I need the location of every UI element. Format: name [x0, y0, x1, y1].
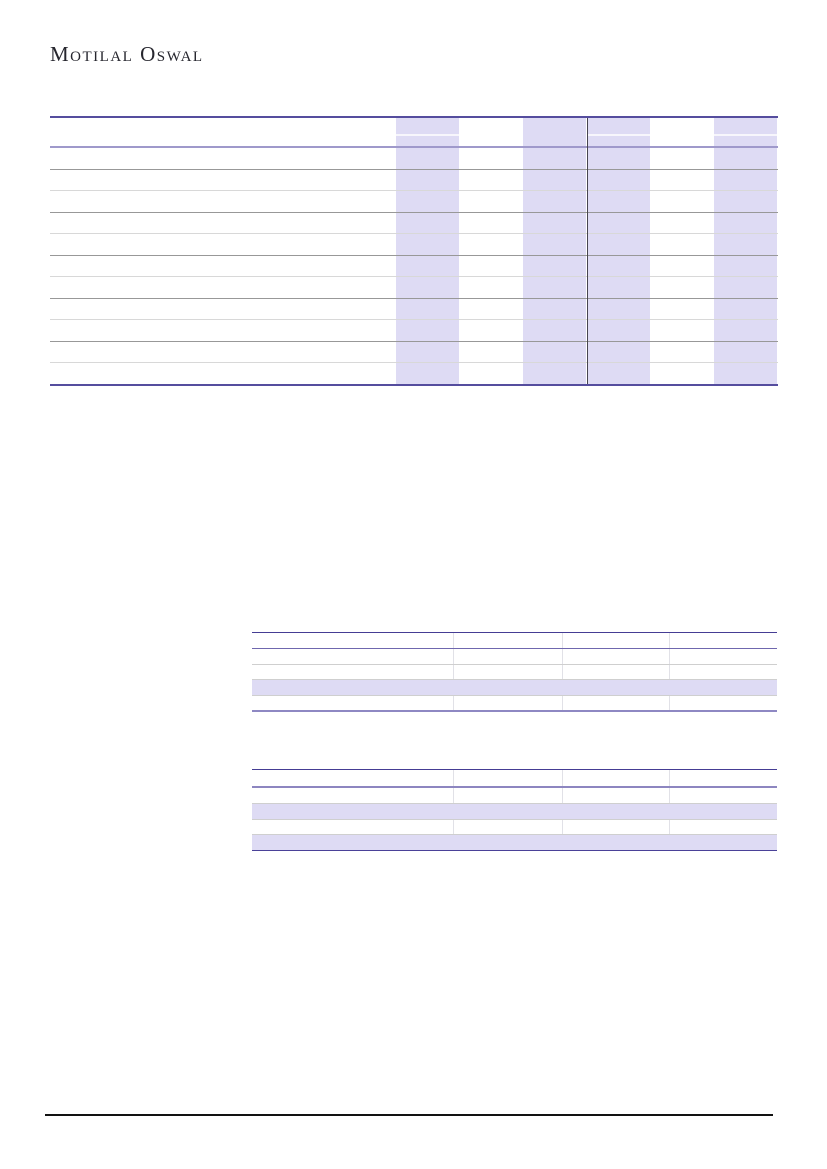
highlight-column-band — [396, 118, 459, 384]
table-row — [50, 363, 778, 384]
table-row — [252, 803, 777, 820]
header-split-line — [714, 134, 777, 136]
summary-table-2 — [252, 769, 777, 851]
highlight-column-band — [588, 118, 650, 384]
table-row — [252, 696, 777, 711]
table-row — [50, 320, 778, 342]
highlight-column-band — [714, 118, 777, 384]
brand-logo: Motilal Oswal — [50, 42, 204, 66]
column-divider-line — [453, 633, 454, 710]
table-body — [252, 788, 777, 850]
table-row — [50, 342, 778, 364]
highlight-column-band — [523, 118, 586, 384]
table-header-row — [50, 118, 778, 148]
footer-rule — [45, 1114, 773, 1116]
table-body — [50, 148, 778, 384]
table-row — [50, 234, 778, 256]
summary-table-1 — [252, 632, 777, 712]
table-row — [50, 256, 778, 278]
table-row — [252, 788, 777, 804]
table-row — [50, 213, 778, 235]
column-divider-line — [562, 633, 563, 710]
header-split-line — [588, 134, 650, 136]
column-divider-line — [669, 633, 670, 710]
table-row — [50, 299, 778, 321]
header-split-line — [396, 134, 459, 136]
table-row — [252, 835, 777, 850]
table-row — [50, 277, 778, 299]
table-row — [50, 170, 778, 192]
column-divider-line — [587, 118, 588, 384]
table-row — [252, 820, 777, 836]
table-row — [252, 649, 777, 665]
table-row — [252, 680, 777, 696]
table-row — [252, 665, 777, 680]
table-header-row — [252, 770, 777, 788]
table-header-row — [252, 633, 777, 649]
table-body — [252, 649, 777, 710]
financials-table — [50, 116, 778, 386]
table-row — [50, 148, 778, 170]
table-row — [50, 191, 778, 213]
